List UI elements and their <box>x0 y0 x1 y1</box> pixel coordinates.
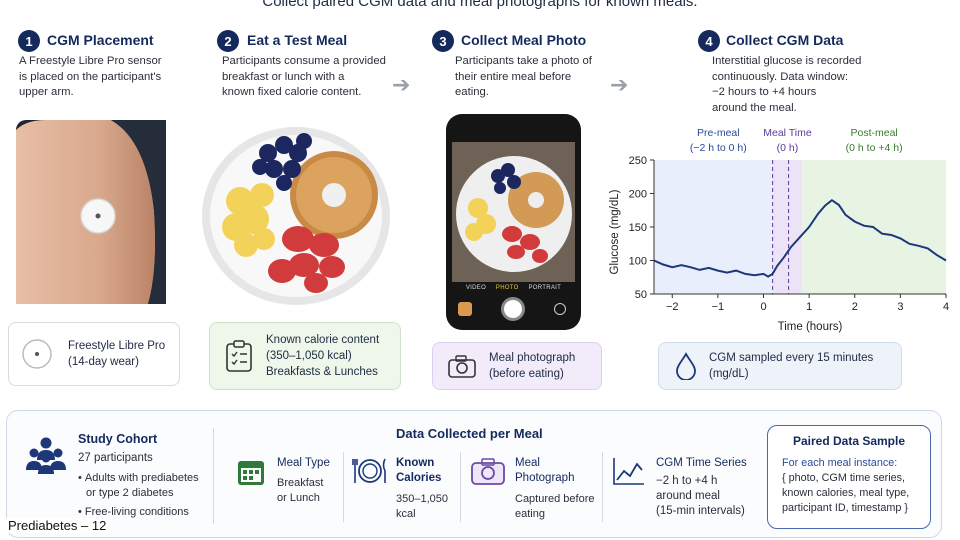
step-4-number: 4 <box>698 30 720 52</box>
divider <box>343 452 344 522</box>
calorie-card-line2: (350–1,050 kcal) <box>266 350 352 362</box>
arrow-right-icon: ➔ <box>610 72 629 97</box>
region-2-sublabel: (0 h to +4 h) <box>846 142 903 154</box>
step-2-title: Eat a Test Meal <box>247 32 348 48</box>
region-1-band <box>772 160 803 294</box>
paired-sample-lines: For each meal instance: { photo, CGM tim… <box>782 457 910 514</box>
data-collected-title: Data Collected per Meal <box>396 426 543 441</box>
x-tick-label: 0 <box>760 301 766 313</box>
meal-plate-image <box>202 127 390 305</box>
meal-photo-preview <box>456 156 572 272</box>
photo-card: Meal photograph (before eating) <box>432 342 602 390</box>
cgm-series-body: −2 h to +4 h around meal (15-min intervals… <box>656 475 745 517</box>
photo-head: Meal Photograph <box>515 457 575 484</box>
region-1-label: Meal Time <box>763 127 812 139</box>
mode-portrait[interactable]: PORTRAIT <box>528 285 562 291</box>
step-3-number: 3 <box>432 30 454 52</box>
divider <box>602 452 603 522</box>
photo-body: Captured before eating <box>515 493 595 520</box>
x-tick-label: −2 <box>666 301 679 313</box>
divider <box>460 452 461 522</box>
people-group-icon <box>26 437 66 474</box>
sensor-card-line2: (14-day wear) <box>68 356 139 368</box>
camera-icon <box>448 355 476 378</box>
footer-label: Prediabetes – 12 <box>6 518 109 533</box>
phone-image: VIDEO PHOTO PORTRAIT <box>446 114 581 330</box>
region-2-label: Post-meal <box>851 127 898 139</box>
calendar-icon <box>238 461 264 485</box>
cohort-title: Study Cohort <box>78 432 158 446</box>
glucose-series-line <box>653 198 947 278</box>
step-3-description: Participants take a photo of their entire… <box>455 55 592 98</box>
mode-photo[interactable]: PHOTO <box>495 285 519 291</box>
calorie-card-line1: Known calorie content <box>266 334 380 346</box>
cgm-chart: Pre-meal (−2 h to 0 h) Meal Time (0 h) Post-… <box>609 127 949 333</box>
step-2-number: 2 <box>217 30 239 52</box>
photo-card-line2: (before eating) <box>489 368 564 380</box>
calorie-card: Known calorie content (350–1,050 kcal) B… <box>209 322 401 390</box>
bullet-icon: • <box>78 472 85 484</box>
bullet-icon: • <box>78 506 85 518</box>
calorie-card-line3: Breakfasts & Lunches <box>266 366 378 378</box>
cgm-card: CGM sampled every 15 minutes (mg/dL) <box>658 342 902 390</box>
x-tick-label: 4 <box>943 301 949 313</box>
cgm-series-head: CGM Time Series <box>656 457 747 469</box>
cgm-card-line1: CGM sampled every 15 minutes <box>709 352 874 364</box>
step-1-description: A Freestyle Libre Pro sensor is placed on… <box>19 55 162 98</box>
step-1-number: 1 <box>18 30 40 52</box>
calories-body: 350–1,050 kcal <box>396 493 448 520</box>
step-3-title: Collect Meal Photo <box>461 32 587 48</box>
x-tick-label: 2 <box>852 301 858 313</box>
sensor-card: Freestyle Libre Pro (14-day wear) <box>8 322 180 386</box>
y-tick-label: 250 <box>629 155 647 167</box>
meal-type-head: Meal Type <box>277 457 330 469</box>
region-0-band <box>654 160 773 294</box>
y-tick-label: 50 <box>635 289 647 301</box>
region-0-label: Pre-meal <box>697 127 740 139</box>
y-axis-label: Glucose (mg/dL) <box>609 189 621 274</box>
y-tick-label: 200 <box>629 189 647 201</box>
paired-sample-box <box>767 425 931 529</box>
clipboard-checklist-icon <box>226 340 252 372</box>
divider <box>213 428 214 524</box>
arrow-right-icon: ➔ <box>392 72 411 97</box>
step-1-title: CGM Placement <box>47 32 154 48</box>
camera-modes: VIDEO PHOTO PORTRAIT <box>446 285 581 291</box>
arm-sensor-image <box>16 120 166 304</box>
x-tick-label: 3 <box>897 301 903 313</box>
droplet-icon <box>676 352 696 380</box>
sensor-card-line1: Freestyle Libre Pro <box>68 340 166 352</box>
cgm-card-line2: (mg/dL) <box>709 368 749 380</box>
meal-type-body: Breakfast or Lunch <box>277 477 324 504</box>
mode-video[interactable]: VIDEO <box>465 285 487 291</box>
camera-icon <box>471 458 505 485</box>
x-tick-label: 1 <box>806 301 812 313</box>
page-title: Collect paired CGM data and meal photogr… <box>262 0 698 10</box>
phone-viewfinder <box>452 142 575 282</box>
region-1-sublabel: (0 h) <box>777 142 799 154</box>
cohort-count: 27 participants <box>78 452 153 464</box>
plate-fork-knife-icon <box>352 458 386 483</box>
sensor-icon <box>22 339 52 369</box>
line-chart-icon <box>613 458 644 485</box>
shutter-button[interactable] <box>501 297 525 321</box>
y-tick-label: 100 <box>629 256 647 268</box>
step-2-description: Participants consume a provided breakfast… <box>222 55 386 98</box>
gallery-thumbnail[interactable] <box>458 302 472 316</box>
calories-head: Known Calories <box>396 457 442 484</box>
y-tick-label: 150 <box>629 222 647 234</box>
step-4-title: Collect CGM Data <box>726 32 844 48</box>
x-tick-label: −1 <box>712 301 725 313</box>
paired-sample-title: Paired Data Sample <box>792 434 906 448</box>
x-axis-label: Time (hours) <box>778 321 843 333</box>
photo-card-line1: Meal photograph <box>489 352 576 364</box>
switch-camera-icon[interactable] <box>554 303 566 315</box>
cohort-bullets: • Adults with prediabetes or type 2 diab… <box>78 472 199 518</box>
step-4-description: Interstitial glucose is recorded continuo… <box>712 55 862 114</box>
region-0-sublabel: (−2 h to 0 h) <box>690 142 747 154</box>
